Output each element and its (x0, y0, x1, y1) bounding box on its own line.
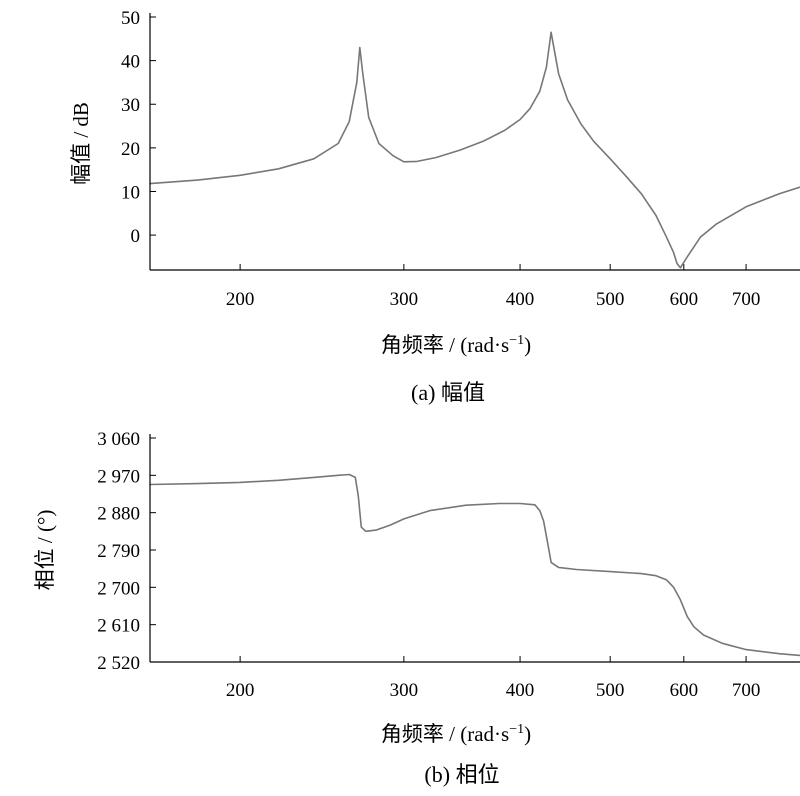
amplitude-x-axis-title-main: 角频率 / (rad·s (381, 333, 509, 357)
amplitude-x-axis-title-end: ) (524, 333, 531, 357)
amplitude-x-tick-label: 300 (390, 289, 419, 310)
amplitude-x-tick-label: 400 (506, 289, 535, 310)
phase-x-axis-title-superscript: −1 (509, 722, 524, 737)
phase-x-tick-label: 600 (670, 680, 699, 701)
amplitude-y-axis-title: 幅值 / dB (69, 102, 93, 185)
phase-caption: (b) 相位 (424, 762, 499, 787)
phase-chart: 2 520 2 610 2 700 2 790 2 880 2 970 3 060 200 30… (33, 429, 800, 787)
phase-x-axis-title: 角频率 / (rad·s−1) (381, 722, 531, 746)
amplitude-y-tick-label: 10 (121, 182, 140, 203)
amplitude-y-tick-label: 40 (121, 52, 140, 73)
amplitude-y-tick-label: 30 (121, 95, 140, 116)
phase-y-tick-label: 2 880 (97, 504, 140, 525)
amplitude-y-tick-label: 50 (121, 8, 140, 29)
phase-y-axis-title: 相位 / (°) (33, 510, 57, 591)
phase-x-tick-label: 700 (732, 680, 761, 701)
phase-x-axis-title-main: 角频率 / (rad·s (381, 722, 509, 746)
phase-series-line (149, 473, 800, 657)
phase-y-tick-label: 2 700 (97, 578, 140, 599)
phase-x-tick-label: 200 (226, 680, 255, 701)
amplitude-x-tick-label: 600 (670, 289, 699, 310)
amplitude-x-axis-title-superscript: −1 (509, 333, 524, 348)
phase-y-tick-label: 3 060 (97, 429, 140, 450)
phase-x-axis-title-end: ) (524, 722, 531, 746)
amplitude-x-axis-title: 角频率 / (rad·s−1) (381, 333, 531, 357)
amplitude-x-tick-label: 200 (226, 289, 255, 310)
amplitude-series-line (149, 31, 800, 269)
amplitude-x-tick-label: 700 (732, 289, 761, 310)
amplitude-ticks: 0 10 20 30 40 50 200 300 400 500 600 700 (121, 8, 760, 310)
amplitude-chart: 0 10 20 30 40 50 200 300 400 500 600 700 幅值 / dB 角频… (69, 8, 800, 405)
phase-y-tick-label: 2 790 (97, 541, 140, 562)
phase-x-tick-label: 300 (390, 680, 419, 701)
phase-y-tick-label: 2 970 (97, 466, 140, 487)
amplitude-y-tick-label: 0 (131, 226, 141, 247)
phase-ticks: 2 520 2 610 2 700 2 790 2 880 2 970 3 060 200 30… (97, 429, 760, 701)
phase-x-tick-label: 400 (506, 680, 535, 701)
phase-y-tick-label: 2 610 (97, 616, 140, 637)
phase-y-tick-label: 2 520 (97, 653, 140, 674)
amplitude-caption: (a) 幅值 (411, 380, 485, 405)
amplitude-x-tick-label: 500 (596, 289, 625, 310)
phase-x-tick-label: 500 (596, 680, 625, 701)
amplitude-y-tick-label: 20 (121, 139, 140, 160)
